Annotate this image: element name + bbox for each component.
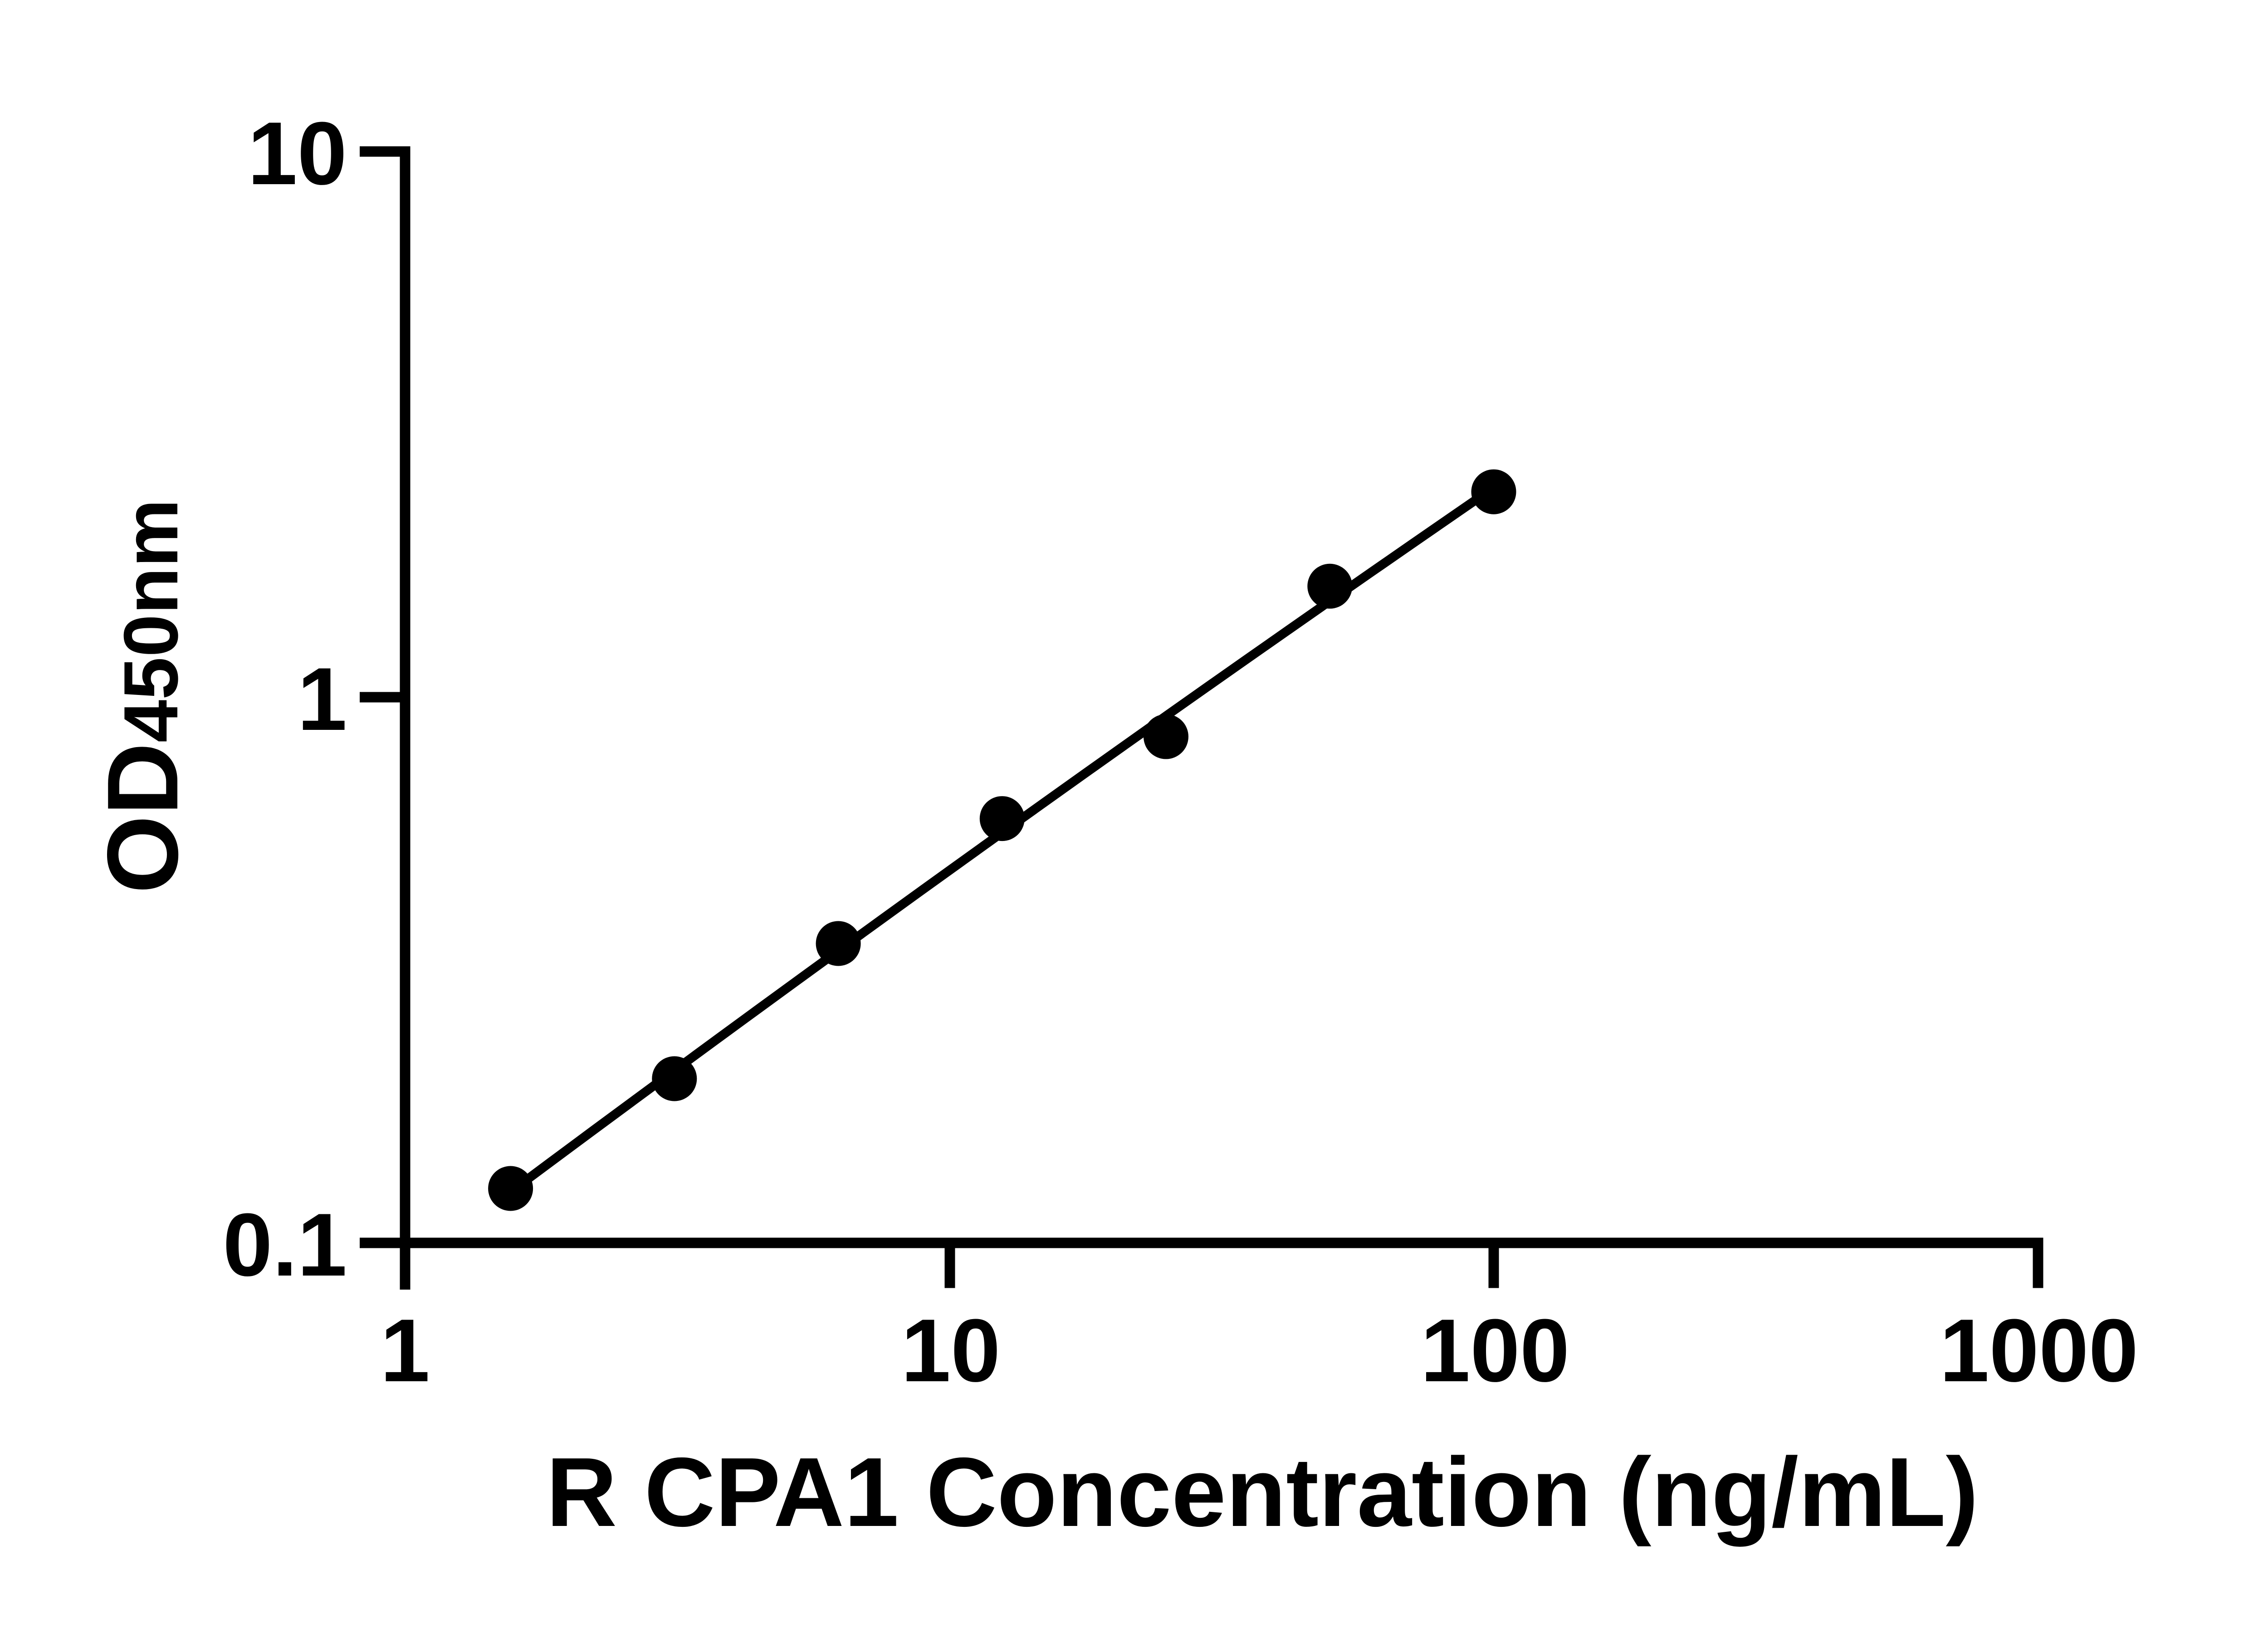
svg-text:10: 10	[901, 1301, 1000, 1400]
svg-text:R CPA1 Concentration (ng/mL): R CPA1 Concentration (ng/mL)	[546, 1437, 1979, 1547]
svg-text:1: 1	[380, 1301, 430, 1400]
svg-text:OD450nm: OD450nm	[87, 499, 199, 894]
svg-text:10: 10	[248, 103, 347, 203]
svg-text:1000: 1000	[1940, 1301, 2138, 1400]
svg-text:1: 1	[297, 649, 347, 749]
svg-text:100: 100	[1421, 1301, 1570, 1400]
svg-text:0.1: 0.1	[223, 1195, 347, 1295]
